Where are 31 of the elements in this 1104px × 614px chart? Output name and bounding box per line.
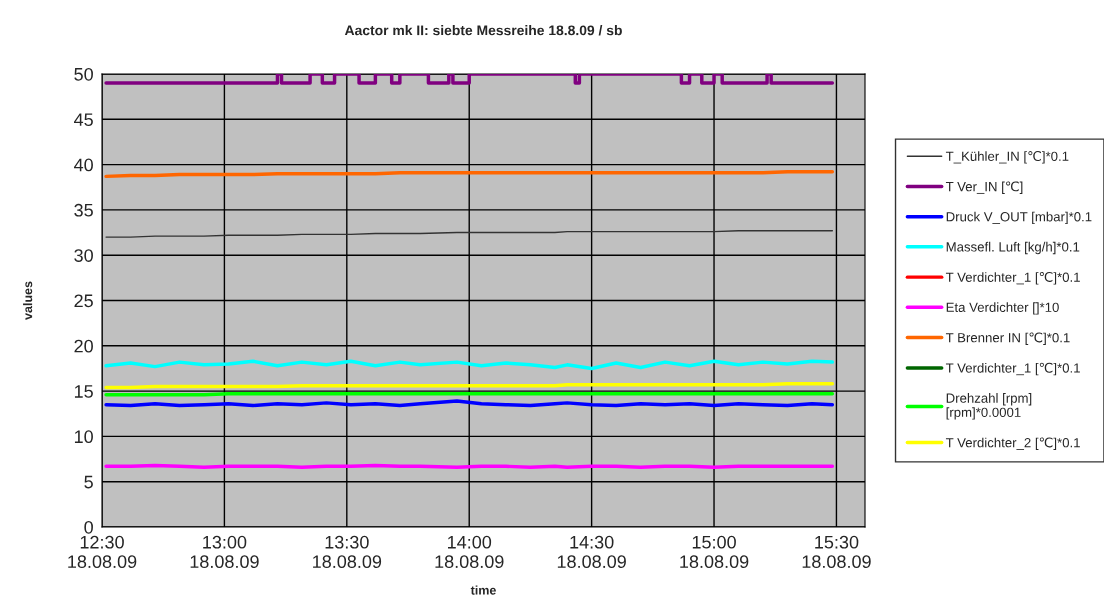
y-tick-label: 30	[74, 249, 93, 262]
x-tick-label: 14:30 18.08.09	[557, 535, 626, 569]
x-tick-label: 14:00 18.08.09	[435, 535, 504, 569]
y-tick-label: 40	[74, 158, 93, 172]
x-tick-label: 13:30 18.08.09	[313, 535, 382, 569]
x-tick-label: 13:00 18.08.09	[190, 535, 259, 569]
legend-label: T Ver_IN [℃]	[945, 181, 1023, 194]
legend-label: T Verdichter_2 [℃]*0.1	[945, 437, 1080, 450]
x-tick-label: 15:30 18.08.09	[802, 535, 871, 569]
x-tick-label: 15:00 18.08.09	[680, 535, 749, 569]
y-axis-title: values	[23, 281, 33, 320]
legend-label: Massefl. Luft [kg/h]*0.1	[946, 241, 1080, 255]
y-tick-label: 25	[74, 294, 93, 308]
legend-label: T_Kühler_IN [℃]*0.1	[945, 151, 1069, 164]
legend-label: Eta Verdichter []*10	[946, 302, 1059, 315]
legend-label: Drehzahl [rpm] [rpm]*0.0001	[946, 393, 1032, 420]
legend-label: T Verdichter_1 [℃]*0.1	[945, 271, 1080, 285]
y-tick-label: 45	[74, 113, 93, 127]
y-tick-label: 10	[74, 430, 93, 444]
x-axis-title: time	[470, 585, 496, 595]
legend-label: T Brenner IN [℃]*0.1	[945, 332, 1070, 345]
y-tick-label: 5	[84, 475, 93, 489]
y-tick-label: 50	[74, 67, 93, 81]
y-tick-label: 35	[74, 203, 93, 217]
y-tick-label: 15	[74, 385, 93, 398]
legend-label: Druck V_OUT [mbar]*0.1	[946, 211, 1092, 225]
x-tick-label: 12:30 18.08.09	[68, 535, 137, 569]
legend-label: T Verdichter_1 [℃]*0.1	[945, 362, 1080, 376]
y-tick-label: 0	[84, 520, 93, 534]
y-tick-label: 20	[74, 339, 93, 353]
chart-title: Aactor mk II: siebte Messreihe 18.8.09 / sb	[344, 25, 622, 36]
